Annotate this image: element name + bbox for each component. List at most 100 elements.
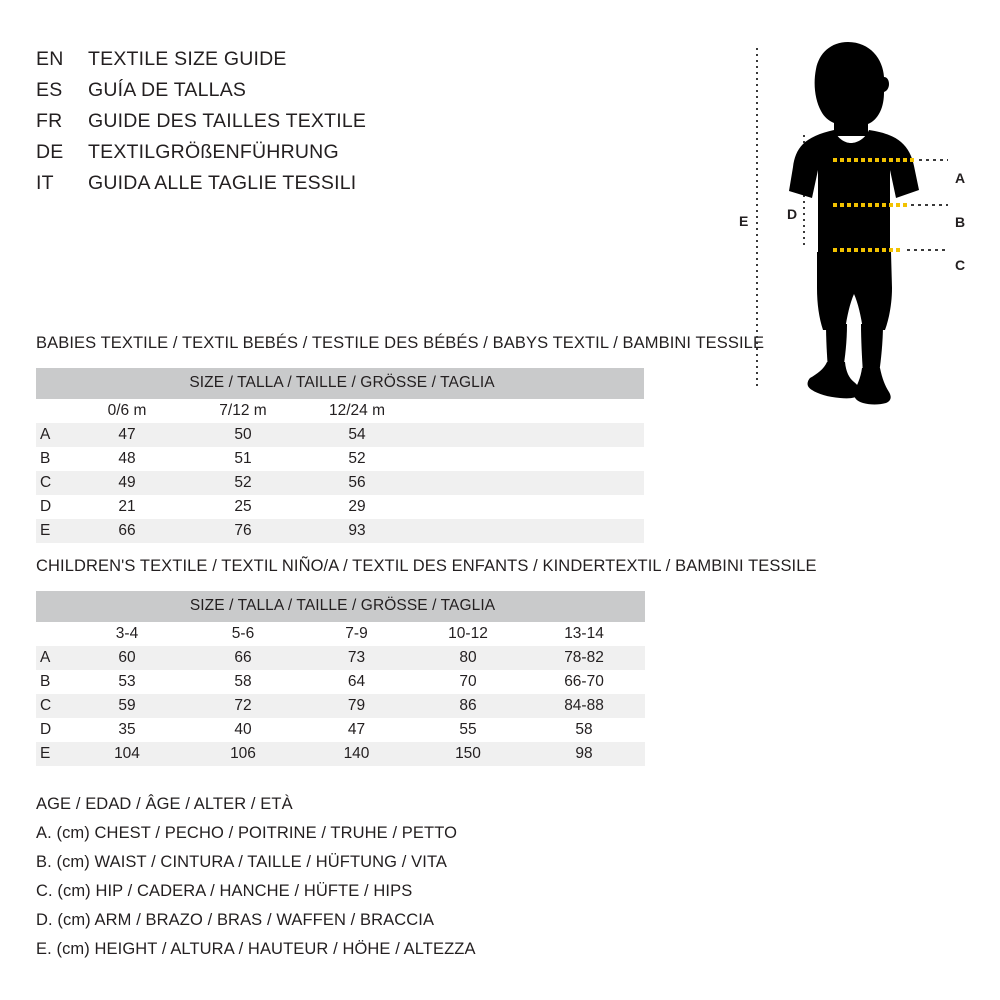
legend-row-d-arm: D. (cm) ARM / BRAZO / BRAS / WAFFEN / BR… [36, 911, 435, 929]
language-row-de: DE TEXTILGRÖßENFÜHRUNG [36, 141, 466, 172]
babies-cell-c-pad [414, 471, 645, 495]
language-row-fr: FR GUIDE DES TAILLES TEXTILE [36, 110, 466, 141]
table-row: D 35 40 47 55 58 [36, 718, 646, 742]
babies-cell-a-pad [414, 423, 645, 447]
figure-label-c: C [955, 257, 966, 273]
babies-cell-c-0: 49 [68, 471, 186, 495]
babies-cell-c-1: 52 [186, 471, 300, 495]
legend-row-e-height: E. (cm) HEIGHT / ALTURA / HAUTEUR / HÖHE… [36, 940, 476, 958]
children-cell-a-0: 60 [68, 646, 186, 670]
children-row-label-b: B [36, 670, 68, 694]
measurement-figure: E D A B C [700, 20, 1000, 420]
left-shoe-shape [807, 362, 860, 399]
children-cell-b-0: 53 [68, 670, 186, 694]
children-cell-c-3: 86 [413, 694, 523, 718]
babies-cell-d-0: 21 [68, 495, 186, 519]
language-text-es: GUÍA DE TALLAS [88, 79, 247, 101]
children-section-title: CHILDREN'S TEXTILE / TEXTIL NIÑO/A / TEX… [36, 557, 817, 575]
babies-cell-b-0: 48 [68, 447, 186, 471]
babies-cell-e-0: 66 [68, 519, 186, 543]
measurement-legend: AGE / EDAD / ÂGE / ALTER / ETÀ A. (cm) C… [36, 790, 476, 964]
children-cell-b-1: 58 [186, 670, 300, 694]
children-size-row-blank [36, 622, 68, 646]
children-cell-c-1: 72 [186, 694, 300, 718]
babies-cell-d-1: 25 [186, 495, 300, 519]
language-code-de: DE [36, 141, 64, 163]
right-shoe-shape [853, 368, 891, 405]
children-row-label-d: D [36, 718, 68, 742]
children-cell-d-3: 55 [413, 718, 523, 742]
child-body-silhouette [789, 42, 919, 405]
legend-row-age: AGE / EDAD / ÂGE / ALTER / ETÀ [36, 795, 293, 813]
babies-table-size-row: 0/6 m 7/12 m 12/24 m [36, 399, 645, 423]
table-row: E 104 106 140 150 98 [36, 742, 646, 766]
babies-cell-b-1: 51 [186, 447, 300, 471]
babies-cell-d-pad [414, 495, 645, 519]
babies-table-band-label: SIZE / TALLA / TAILLE / GRÖSSE / TAGLIA [36, 368, 645, 399]
language-code-it: IT [36, 172, 54, 194]
babies-size-table: SIZE / TALLA / TAILLE / GRÖSSE / TAGLIA … [36, 368, 645, 543]
language-text-fr: GUIDE DES TAILLES TEXTILE [88, 110, 367, 132]
babies-size-row-blank [36, 399, 68, 423]
children-row-label-e: E [36, 742, 68, 766]
children-cell-e-4: 98 [523, 742, 646, 766]
babies-row-label-a: A [36, 423, 68, 447]
figure-label-e: E [739, 213, 749, 229]
table-row: B 53 58 64 70 66-70 [36, 670, 646, 694]
babies-size-1: 7/12 m [186, 399, 300, 423]
children-row-label-a: A [36, 646, 68, 670]
language-title-list: EN TEXTILE SIZE GUIDE ES GUÍA DE TALLAS … [36, 48, 466, 203]
table-row: E 66 76 93 [36, 519, 645, 543]
language-text-it: GUIDA ALLE TAGLIE TESSILI [88, 172, 357, 194]
figure-label-a: A [955, 170, 966, 186]
babies-row-label-c: C [36, 471, 68, 495]
children-cell-c-2: 79 [300, 694, 413, 718]
table-row: D 21 25 29 [36, 495, 645, 519]
children-cell-c-4: 84-88 [523, 694, 646, 718]
children-cell-d-2: 47 [300, 718, 413, 742]
children-cell-d-1: 40 [186, 718, 300, 742]
children-size-table: SIZE / TALLA / TAILLE / GRÖSSE / TAGLIA … [36, 591, 646, 766]
babies-row-label-e: E [36, 519, 68, 543]
legend-row-c-hip: C. (cm) HIP / CADERA / HANCHE / HÜFTE / … [36, 882, 413, 900]
table-row: C 59 72 79 86 84-88 [36, 694, 646, 718]
legend-row-a-chest: A. (cm) CHEST / PECHO / POITRINE / TRUHE… [36, 824, 458, 842]
shorts-shape [817, 252, 892, 330]
figure-label-d: D [787, 206, 798, 222]
children-table-size-row: 3-4 5-6 7-9 10-12 13-14 [36, 622, 646, 646]
babies-cell-b-2: 52 [300, 447, 414, 471]
children-size-1: 5-6 [186, 622, 300, 646]
language-row-es: ES GUÍA DE TALLAS [36, 79, 466, 110]
babies-row-label-b: B [36, 447, 68, 471]
table-row: C 49 52 56 [36, 471, 645, 495]
babies-section-title: BABIES TEXTILE / TEXTIL BEBÉS / TESTILE … [36, 334, 765, 352]
children-cell-e-0: 104 [68, 742, 186, 766]
children-cell-c-0: 59 [68, 694, 186, 718]
babies-cell-b-pad [414, 447, 645, 471]
language-row-it: IT GUIDA ALLE TAGLIE TESSILI [36, 172, 466, 203]
babies-row-label-d: D [36, 495, 68, 519]
figure-label-b: B [955, 214, 966, 230]
children-cell-a-2: 73 [300, 646, 413, 670]
table-row: B 48 51 52 [36, 447, 645, 471]
children-cell-b-4: 66-70 [523, 670, 646, 694]
children-size-2: 7-9 [300, 622, 413, 646]
children-table-band-label: SIZE / TALLA / TAILLE / GRÖSSE / TAGLIA [36, 591, 646, 622]
children-size-3: 10-12 [413, 622, 523, 646]
child-silhouette-diagram [756, 42, 948, 405]
language-code-en: EN [36, 48, 64, 70]
children-cell-b-3: 70 [413, 670, 523, 694]
right-leg-shape [861, 324, 883, 374]
children-table-band-row: SIZE / TALLA / TAILLE / GRÖSSE / TAGLIA [36, 591, 646, 622]
babies-cell-d-2: 29 [300, 495, 414, 519]
children-size-0: 3-4 [68, 622, 186, 646]
language-text-de: TEXTILGRÖßENFÜHRUNG [88, 141, 339, 163]
babies-cell-e-1: 76 [186, 519, 300, 543]
babies-cell-a-2: 54 [300, 423, 414, 447]
language-text-en: TEXTILE SIZE GUIDE [88, 48, 287, 70]
babies-cell-c-2: 56 [300, 471, 414, 495]
babies-size-0: 0/6 m [68, 399, 186, 423]
children-cell-e-3: 150 [413, 742, 523, 766]
babies-size-2: 12/24 m [300, 399, 414, 423]
babies-cell-e-pad [414, 519, 645, 543]
